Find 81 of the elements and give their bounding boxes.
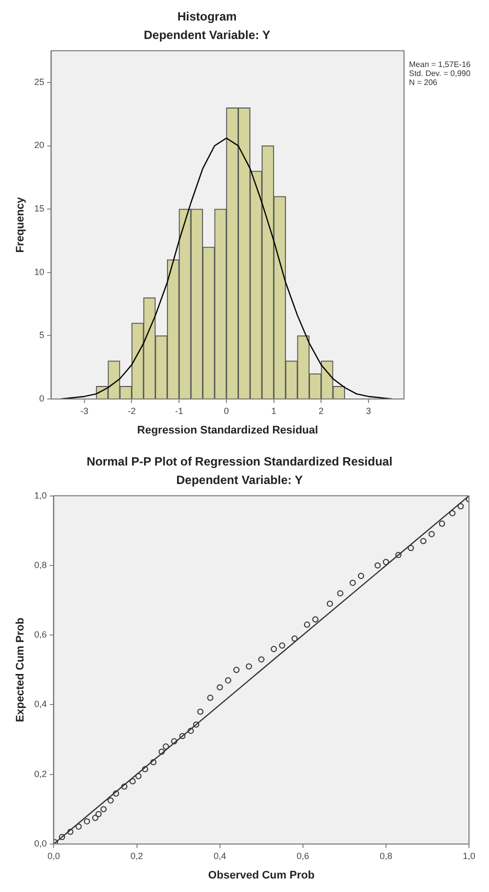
x-tick-label: 1 — [271, 406, 276, 416]
point — [374, 562, 381, 569]
point — [358, 572, 364, 579]
point — [420, 538, 426, 544]
point — [428, 531, 435, 538]
point — [142, 766, 148, 772]
chart-title: Histogram — [177, 10, 237, 24]
text: Std. Dev. = 0,990 — [409, 69, 471, 78]
x-tick-label: 0,8 — [380, 850, 392, 861]
point — [188, 728, 194, 734]
x-tick-label: 0,2 — [130, 850, 144, 861]
point — [108, 797, 114, 804]
point — [408, 544, 414, 552]
point — [458, 503, 464, 510]
point — [326, 600, 333, 607]
point — [112, 790, 120, 797]
point — [312, 616, 318, 623]
point — [84, 818, 90, 824]
point — [150, 759, 156, 766]
x-axis-title: Regression Standardized Residual — [137, 424, 318, 436]
point — [246, 663, 252, 670]
point — [258, 656, 264, 663]
y-tick-label: 0 — [39, 393, 44, 404]
point — [193, 721, 200, 728]
x-axis-title: Observed Cum Prob — [208, 869, 315, 882]
y-tick-label: 0,2 — [34, 768, 47, 779]
y-tick-label: 15 — [34, 204, 44, 214]
x-tick-label: 0,0 — [47, 850, 60, 861]
chart-title: Normal P-P Plot of Regression Standardized Residual — [86, 454, 392, 469]
x-tick-label: 0 — [224, 406, 229, 416]
x-tick-label: 1,0 — [462, 850, 476, 861]
chart-subtitle: Dependent Variable: Y — [144, 28, 270, 42]
y-axis-title: Frequency — [14, 196, 27, 253]
point — [270, 646, 277, 652]
y-axis-title: Expected Cum Prob — [14, 617, 27, 722]
point — [197, 708, 204, 715]
point — [291, 635, 298, 642]
point — [350, 580, 356, 586]
point — [179, 732, 186, 740]
point — [162, 743, 169, 750]
point — [130, 778, 136, 784]
y-tick-label: 0,8 — [34, 560, 47, 570]
x-tick-label: 2 — [318, 406, 324, 416]
y-tick-label: 20 — [34, 140, 44, 150]
point — [58, 834, 66, 840]
point — [395, 552, 402, 558]
point — [135, 773, 142, 780]
point — [216, 684, 223, 690]
text: N = 206 — [409, 78, 438, 88]
point — [449, 510, 456, 516]
point — [158, 748, 165, 755]
x-tick-label: -2 — [128, 406, 136, 416]
point — [207, 694, 214, 701]
y-tick-label: 5 — [39, 330, 44, 340]
y-tick-label: 10 — [34, 266, 44, 277]
point — [438, 520, 446, 527]
point — [382, 558, 390, 566]
point — [225, 677, 232, 684]
point — [121, 783, 128, 790]
point — [67, 828, 74, 835]
y-tick-label: 25 — [34, 76, 44, 87]
y-tick-label: 0,6 — [34, 630, 47, 640]
point — [279, 642, 286, 649]
point — [304, 622, 310, 628]
x-tick-label: 3 — [366, 406, 371, 416]
point — [95, 810, 102, 818]
y-tick-label: 0,0 — [34, 838, 47, 848]
chart-subtitle: Dependent Variable: Y — [176, 472, 303, 487]
point — [233, 666, 240, 673]
x-tick-label: -3 — [80, 406, 88, 416]
point — [171, 738, 178, 744]
point — [76, 823, 82, 830]
x-tick-label: -1 — [175, 406, 184, 416]
point — [100, 806, 107, 812]
x-tick-label: 0,4 — [214, 850, 226, 861]
y-tick-label: 0,4 — [34, 699, 47, 710]
point — [92, 814, 98, 821]
point — [337, 590, 344, 596]
text: Mean = 1,57E-16 — [409, 60, 472, 70]
x-tick-label: 0,6 — [296, 850, 310, 861]
y-tick-label: 1,0 — [34, 490, 47, 500]
